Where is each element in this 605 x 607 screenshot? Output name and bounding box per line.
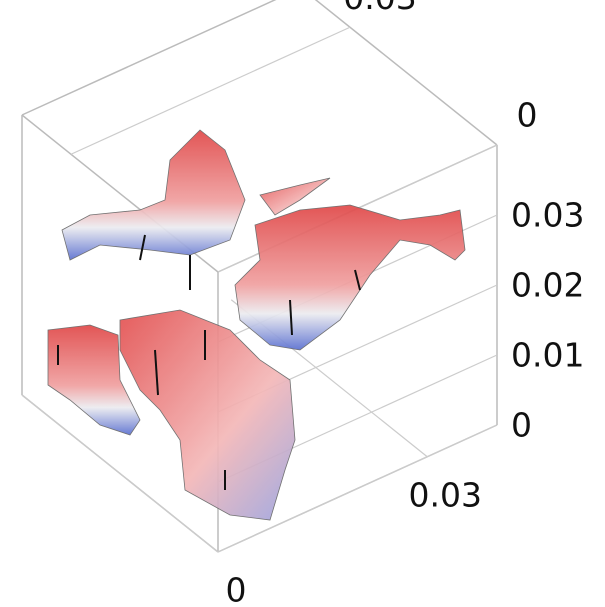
y-tick-label: 0 [517,96,538,135]
box-edge [21,0,277,116]
z-tick-label: 0 [511,406,532,445]
vectors [57,234,361,490]
surface-patch [119,309,296,521]
surface-patch [259,177,331,216]
y-tick-label: 0.03 [343,0,416,17]
surface-patch [47,324,141,436]
vector-arrow [354,269,361,291]
z-tick-label: 0.03 [511,196,584,235]
vector-arrow [139,234,146,261]
x-tick-label: 0.03 [409,475,482,514]
grid-line [70,26,351,155]
surface-patch [234,204,466,351]
grid-line [21,394,219,553]
z-tick-label: 0.01 [511,336,584,375]
isosurface [47,129,466,521]
vector-arrow [154,349,159,396]
x-tick-label: 0 [226,571,247,607]
surface-patch [61,129,246,261]
tick-labels: 0 0.03 0 0.03 0 0.01 0.02 0.03 [226,0,585,607]
box-edge [314,0,498,146]
vector-arrow [289,299,293,336]
grid-line [217,424,498,553]
z-tick-label: 0.02 [511,266,584,305]
